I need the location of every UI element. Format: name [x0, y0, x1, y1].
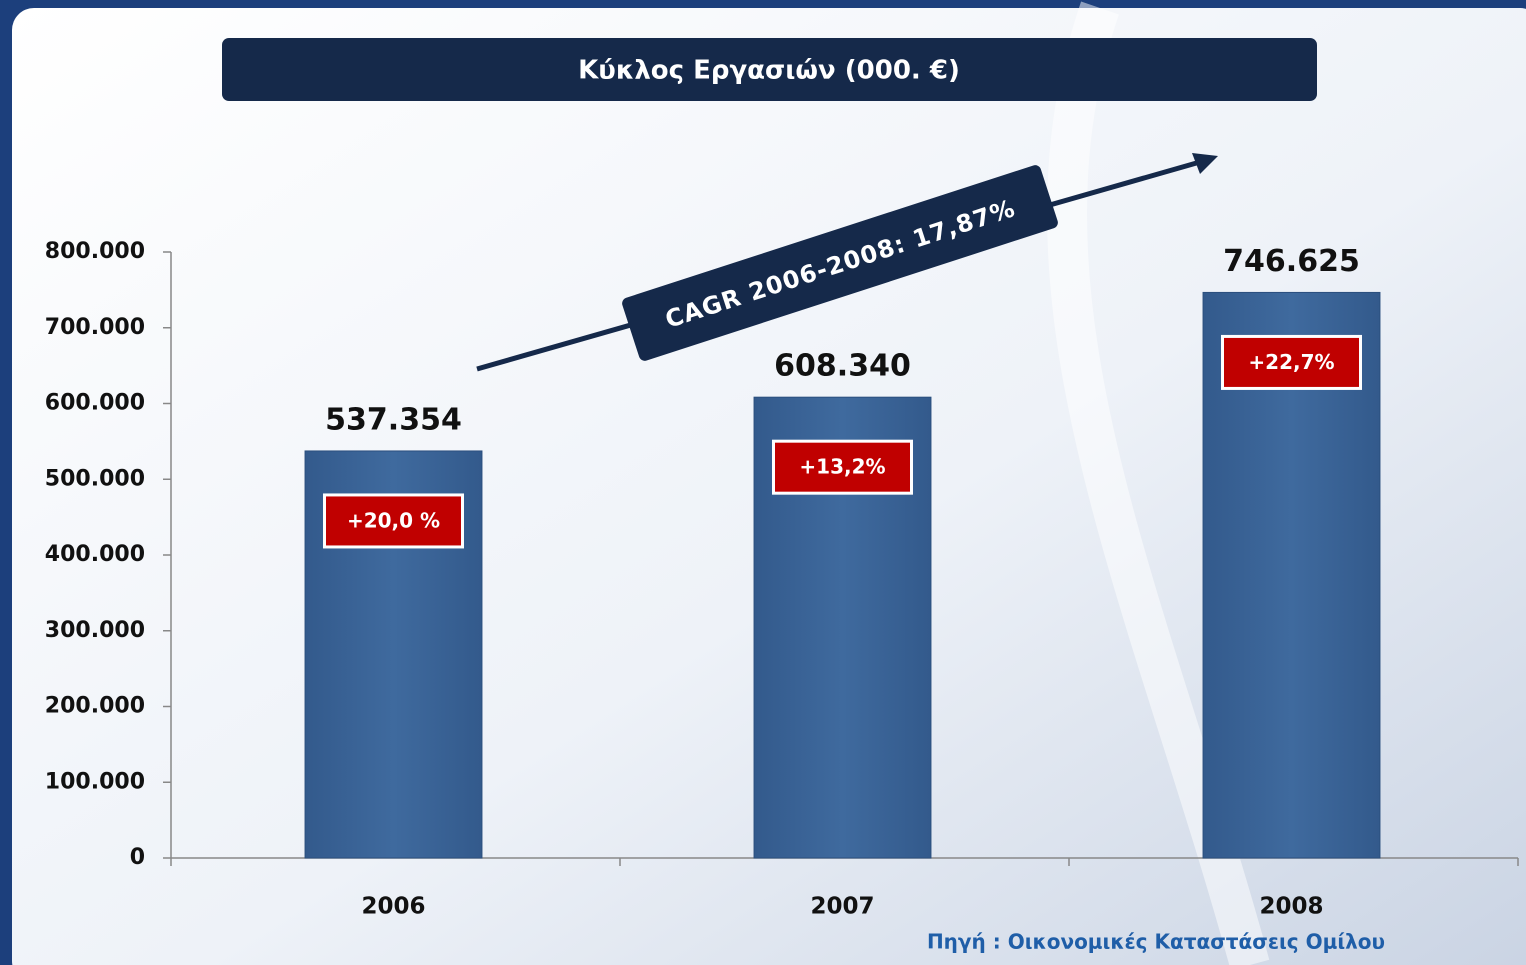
- chart-title: Κύκλος Εργασιών (000. €): [578, 56, 960, 86]
- growth-label: +22,7%: [1248, 350, 1334, 374]
- y-tick-label: 300.000: [45, 618, 145, 643]
- arrow-head: [1192, 153, 1218, 174]
- growth-label: +20,0 %: [347, 508, 440, 532]
- title-bar: [222, 38, 1317, 101]
- value-label: 608.340: [774, 349, 911, 384]
- y-tick-label: 800.000: [45, 239, 145, 264]
- y-tick-label: 400.000: [45, 542, 145, 567]
- source: Πηγή : Οικονομικές Καταστάσεις Ομίλου: [927, 930, 1385, 954]
- y-tick-label: 200.000: [45, 694, 145, 719]
- growth-label: +13,2%: [799, 455, 885, 479]
- y-tick-label: 100.000: [45, 769, 145, 794]
- x-tick-label: 2006: [361, 894, 425, 920]
- value-label: 746.625: [1223, 244, 1360, 279]
- x-tick-label: 2008: [1259, 894, 1323, 920]
- x-tick-label: 2007: [810, 894, 874, 920]
- cagr-bg: [622, 165, 1058, 361]
- growth-badge: [1221, 334, 1362, 390]
- value-label: 537.354: [325, 402, 462, 437]
- y-tick-label: 500.000: [45, 466, 145, 491]
- growth-badge: [323, 493, 464, 549]
- growth-badge: [772, 439, 913, 495]
- y-tick-label: 0: [130, 845, 145, 870]
- y-tick-label: 700.000: [45, 315, 145, 340]
- y-tick-label: 600.000: [45, 391, 145, 416]
